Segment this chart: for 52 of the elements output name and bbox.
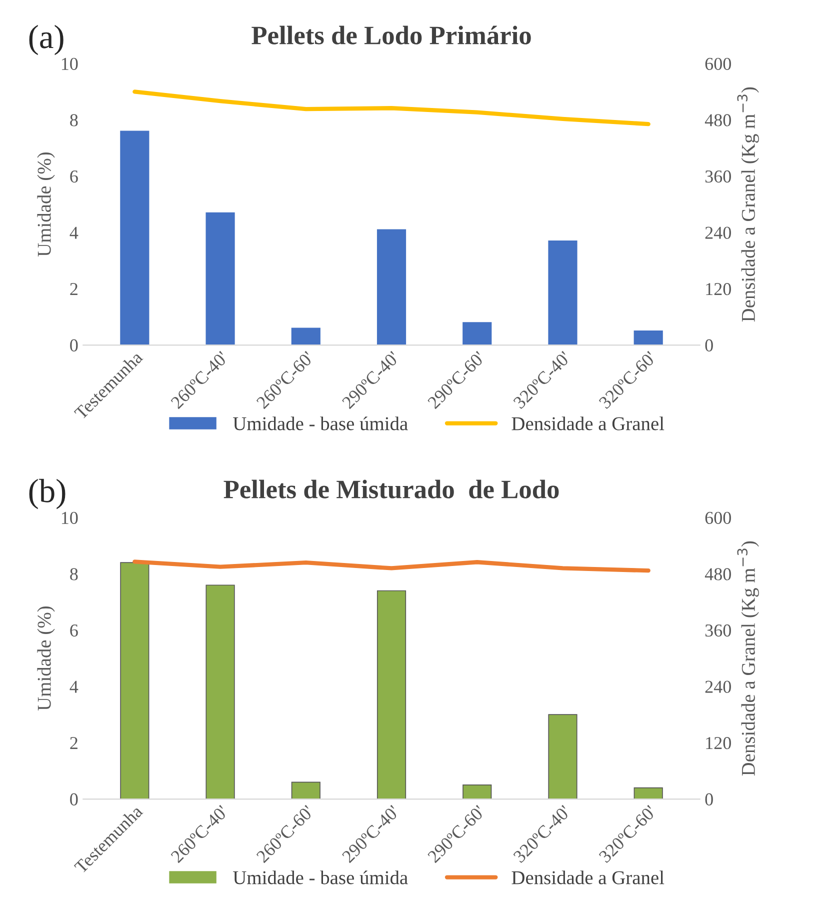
line-series xyxy=(132,90,650,126)
bar xyxy=(634,787,663,800)
y-tick-label: 0 xyxy=(70,339,78,352)
y-axis-title: Umidade (%) xyxy=(37,152,55,257)
y-tick-label: 2 xyxy=(70,283,78,296)
line-series xyxy=(132,560,650,573)
legend-label: Densidade a Granel xyxy=(512,870,664,884)
bar xyxy=(462,784,492,800)
bar xyxy=(376,590,406,800)
bar xyxy=(548,240,578,346)
y2-axis-title: Densidade a Granel (Kg m$^{−3}$) xyxy=(737,541,759,776)
y2-tick-label: 240 xyxy=(705,226,731,239)
bar xyxy=(462,322,492,346)
y2-tick-label: 0 xyxy=(705,793,713,806)
y-tick-label: 2 xyxy=(70,737,78,750)
bar xyxy=(548,714,578,800)
y2-axis-title: Densidade a Granel (Kg m$^{−3}$) xyxy=(737,87,759,322)
y-tick-label: 6 xyxy=(70,170,78,183)
bar xyxy=(120,562,150,800)
y-tick-label: 4 xyxy=(70,226,78,239)
text: (b) xyxy=(29,478,66,510)
bar xyxy=(120,130,150,346)
chart-title: Pellets de Misturado de Lodo xyxy=(224,480,559,498)
y2-tick-label: 120 xyxy=(706,737,731,750)
bar xyxy=(291,782,320,800)
y-tick-label: 8 xyxy=(70,114,78,126)
y2-tick-label: 600 xyxy=(705,512,731,524)
y2-tick-label: 240 xyxy=(705,680,731,693)
bar xyxy=(291,328,320,346)
y-axis-title: Umidade (%) xyxy=(37,606,55,711)
y-tick-label: 10 xyxy=(62,512,78,524)
y-tick-label: 4 xyxy=(70,680,78,693)
bar xyxy=(206,584,235,800)
legend-label: Umidade - base úmida xyxy=(233,416,408,430)
y-tick-label: 6 xyxy=(70,624,78,637)
y2-tick-label: 360 xyxy=(705,170,731,183)
y2-tick-label: 120 xyxy=(706,283,731,296)
y-tick-label: 10 xyxy=(62,58,78,70)
y-tick-label: 0 xyxy=(70,793,78,806)
bar xyxy=(376,229,406,346)
y2-tick-label: 0 xyxy=(705,339,713,352)
legend-label: Densidade a Granel xyxy=(512,416,664,430)
y-tick-label: 8 xyxy=(70,568,78,580)
bar xyxy=(634,330,663,346)
bar xyxy=(206,212,235,346)
legend-label: Umidade - base úmida xyxy=(233,870,408,884)
text: (a) xyxy=(29,24,64,56)
y2-tick-label: 480 xyxy=(704,114,731,126)
chart-title: Pellets de Lodo Primário xyxy=(252,26,531,44)
y2-tick-label: 480 xyxy=(704,568,731,580)
y2-tick-label: 360 xyxy=(705,624,731,637)
y2-tick-label: 600 xyxy=(705,58,731,70)
